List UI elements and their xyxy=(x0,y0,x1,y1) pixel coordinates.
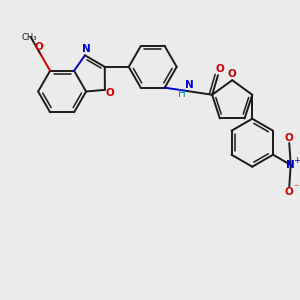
Text: O: O xyxy=(228,69,237,79)
Text: O: O xyxy=(106,88,115,98)
Text: H: H xyxy=(178,89,186,99)
Text: O: O xyxy=(284,187,293,197)
Text: O: O xyxy=(35,41,44,52)
Text: CH₃: CH₃ xyxy=(22,33,37,42)
Text: N: N xyxy=(286,160,295,170)
Text: +: + xyxy=(293,156,300,165)
Text: N: N xyxy=(184,80,194,90)
Text: O: O xyxy=(284,133,293,143)
Text: ⁻: ⁻ xyxy=(293,183,298,193)
Text: N: N xyxy=(82,44,91,54)
Text: O: O xyxy=(215,64,224,74)
